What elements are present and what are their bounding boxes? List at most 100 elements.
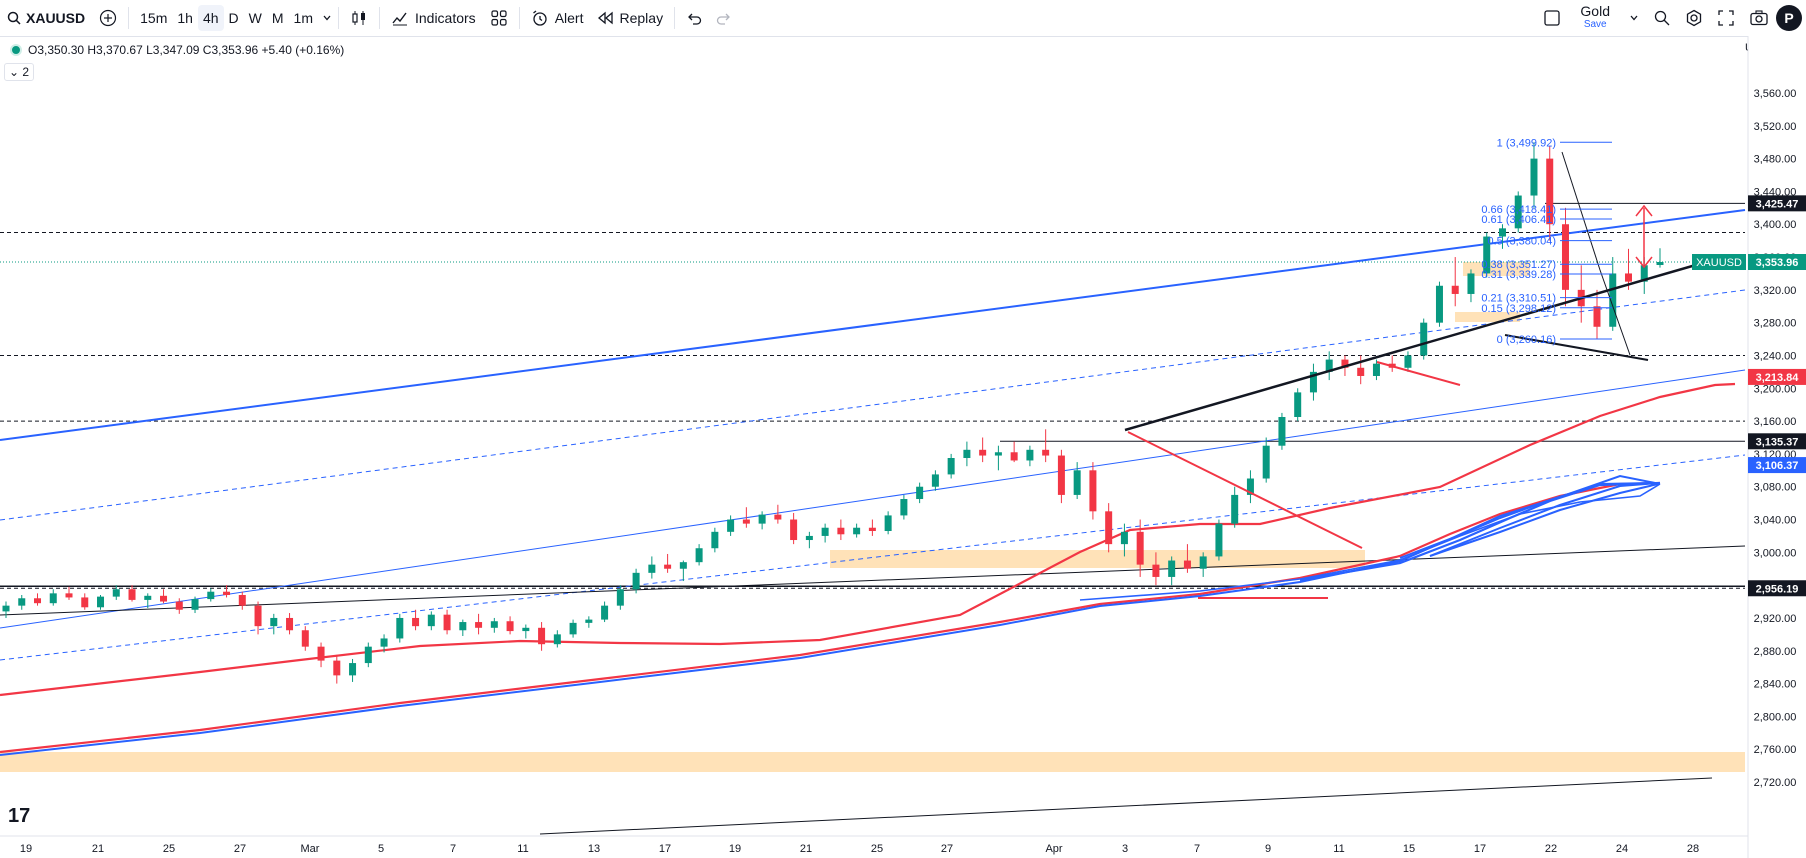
replay-label: Replay: [619, 10, 664, 26]
settings-button[interactable]: [1678, 0, 1710, 36]
candle-body: [1010, 452, 1018, 461]
fib-level-label: 1 (3,499.92): [1497, 137, 1556, 149]
timeframe-15m[interactable]: 15m: [140, 10, 168, 26]
currency-selector[interactable]: USD: [1745, 42, 1779, 54]
moving-average-red-slow: [0, 481, 1661, 754]
moving-average-red: [0, 382, 1736, 697]
price-tick-label: 2,720.00: [1754, 777, 1797, 789]
price-tick-label: 3,000.00: [1754, 547, 1797, 559]
candle-body: [1309, 371, 1317, 393]
candle-body: [412, 617, 420, 627]
price-tick-label: 3,040.00: [1754, 515, 1797, 527]
trend-line-red-down: [1127, 431, 1363, 549]
timeframe-w[interactable]: W: [248, 10, 262, 26]
quick-search-button[interactable]: [1646, 0, 1678, 36]
candles-layer: [2, 142, 1664, 684]
timeframe-d[interactable]: D: [228, 10, 239, 26]
candle-body: [1514, 195, 1522, 229]
time-tick-label: Mar: [301, 843, 320, 855]
candle-body: [900, 499, 908, 516]
supply-demand-zone: [1455, 312, 1520, 322]
redo-button[interactable]: [709, 0, 739, 36]
market-status-dot: [10, 44, 22, 56]
candle-body: [1435, 285, 1443, 323]
candle-body: [1026, 449, 1034, 461]
tradingview-logo: 17: [8, 805, 30, 827]
moving-average-blue-top: [1429, 482, 1659, 557]
layout-menu[interactable]: [1622, 0, 1646, 36]
candle-body: [128, 589, 136, 600]
fib-level-label: 0.66 (3,418.41): [1481, 204, 1556, 216]
candle-body: [805, 535, 813, 541]
compare-add-button[interactable]: [92, 0, 124, 36]
timeframe-m[interactable]: M: [271, 10, 284, 26]
candle-body: [553, 634, 561, 645]
supply-demand-zone: [1463, 262, 1530, 276]
channel-line-upper: [0, 209, 1746, 441]
candle-body: [364, 646, 372, 664]
timeframe-group: 15m 1h 4h D W M 1m: [133, 0, 334, 36]
moving-average-blue-4h: [1429, 483, 1659, 557]
candle-body: [538, 627, 546, 645]
time-tick-label: 27: [941, 843, 953, 855]
candles-icon: [352, 11, 365, 25]
alert-button[interactable]: Alert: [524, 0, 591, 36]
time-tick-label: 7: [450, 843, 456, 855]
candle-body: [81, 597, 89, 608]
fullscreen-button[interactable]: [1710, 0, 1742, 36]
chevron-down-icon[interactable]: [322, 13, 332, 23]
price-tick-label: 3,280.00: [1754, 318, 1797, 330]
price-axis-badge-label: 3,106.37: [1756, 460, 1799, 472]
candle-body: [1073, 470, 1081, 495]
price-axis-badge-label: 3,425.47: [1756, 198, 1799, 210]
time-tick-label: 24: [1616, 843, 1628, 855]
avatar[interactable]: P: [1776, 5, 1802, 31]
candle-body: [475, 622, 483, 628]
price-axis-badge-label: 3,135.37: [1756, 436, 1799, 448]
layout-name-button[interactable]: Gold Save: [1568, 0, 1622, 36]
price-axis-badge: [1748, 195, 1806, 212]
candle-body: [286, 617, 294, 631]
price-tick-label: 3,360.00: [1754, 252, 1797, 264]
price-tick-label: 3,240.00: [1754, 350, 1797, 362]
price-axis: [1748, 36, 1806, 858]
candle-body: [380, 638, 388, 647]
timeframe-1m[interactable]: 1m: [293, 10, 313, 26]
price-axis-badge: [1748, 433, 1806, 450]
search-spark-icon: [1654, 10, 1670, 26]
indicators-icon: [392, 12, 407, 26]
time-tick-label: 3: [1122, 843, 1128, 855]
candle-body: [664, 564, 672, 569]
time-tick-label: 11: [517, 843, 528, 855]
price-tick-label: 3,400.00: [1754, 219, 1797, 231]
candle-body: [1183, 560, 1191, 569]
price-axis-badge: [1748, 457, 1806, 474]
symbol-search[interactable]: XAUUSD: [0, 0, 92, 36]
fullscreen-icon: [1718, 10, 1734, 26]
symbol-tag-label: XAUUSD: [1696, 257, 1742, 269]
moving-average-blue-fast: [1399, 482, 1656, 559]
candle-body: [994, 452, 1002, 456]
time-tick-label: 9: [1265, 843, 1271, 855]
indicators-collapse-button[interactable]: ⌄ 2: [4, 63, 35, 81]
candle-body: [979, 449, 987, 456]
chart-type-button[interactable]: [343, 0, 375, 36]
price-tick-label: 2,760.00: [1754, 744, 1797, 756]
time-tick-label: 17: [1474, 843, 1486, 855]
layout-toggle[interactable]: [1536, 0, 1568, 36]
symbol-tag: [1692, 254, 1746, 271]
timeframe-1h[interactable]: 1h: [177, 10, 193, 26]
candle-body: [270, 617, 278, 627]
templates-button[interactable]: [483, 0, 515, 36]
candle-body: [1388, 363, 1396, 368]
price-tick-label: 3,080.00: [1754, 482, 1797, 494]
snapshot-button[interactable]: [1742, 0, 1776, 36]
undo-button[interactable]: [679, 0, 709, 36]
replay-button[interactable]: Replay: [590, 0, 670, 36]
price-tick-label: 3,440.00: [1754, 186, 1797, 198]
candle-body: [317, 646, 325, 661]
timeframe-4h[interactable]: 4h: [197, 5, 224, 31]
indicators-button[interactable]: Indicators: [384, 0, 483, 36]
candle-body: [963, 449, 971, 459]
